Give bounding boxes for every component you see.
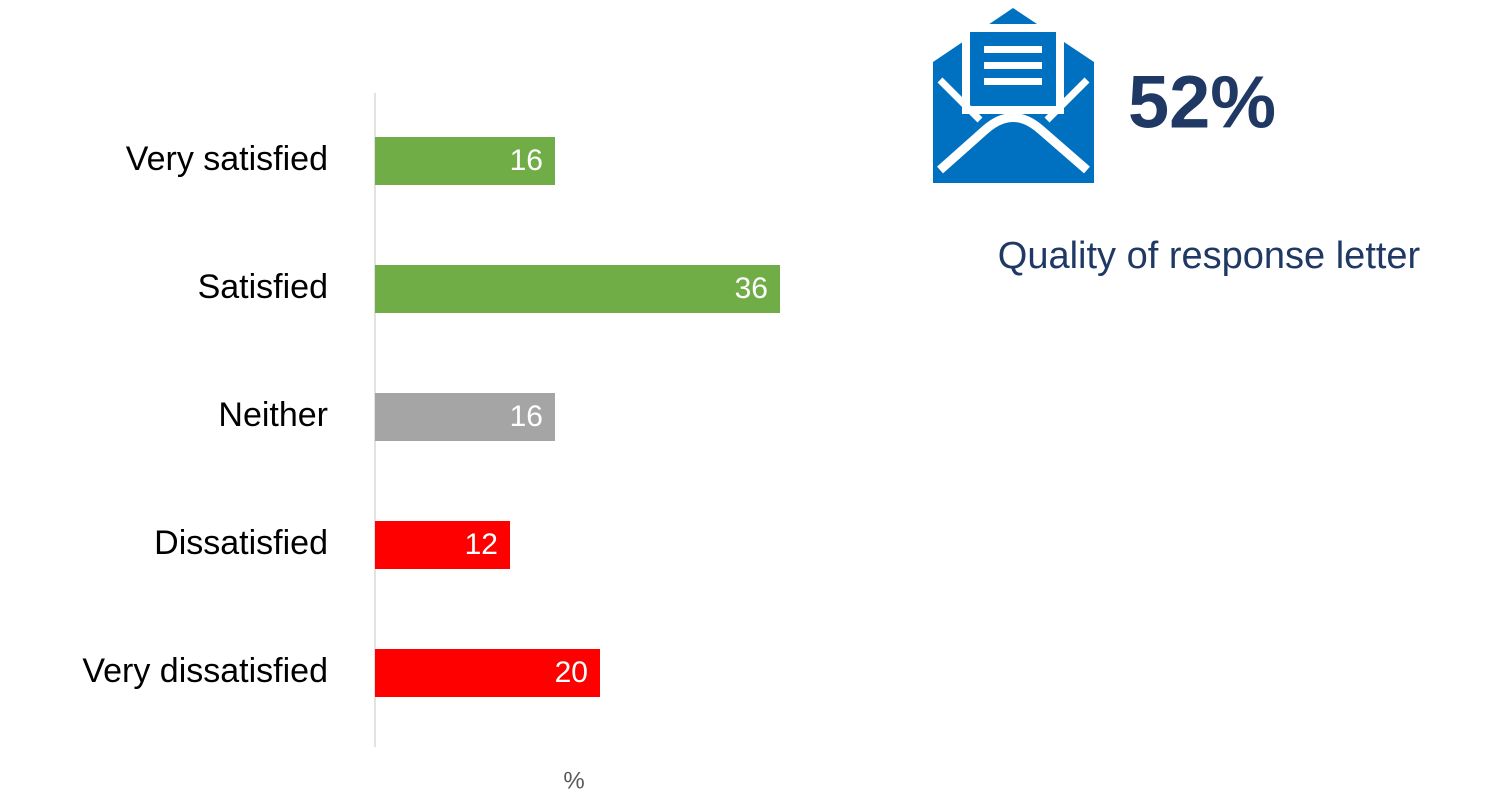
category-label: Satisfied xyxy=(198,268,328,306)
bar xyxy=(375,137,555,185)
bar xyxy=(375,521,510,569)
value-label: 12 xyxy=(465,528,498,561)
bar xyxy=(375,393,555,441)
value-label: 16 xyxy=(510,400,543,433)
category-label: Very dissatisfied xyxy=(82,652,328,690)
category-label: Dissatisfied xyxy=(154,524,328,562)
bar xyxy=(375,649,600,697)
value-label: 16 xyxy=(510,144,543,177)
kpi-caption: Quality of response letter xyxy=(998,235,1421,277)
category-label: Very satisfied xyxy=(126,140,328,178)
x-axis-label: % xyxy=(563,767,584,793)
kpi-value: 52% xyxy=(1128,61,1276,144)
category-label: Neither xyxy=(218,396,328,434)
bar xyxy=(375,265,780,313)
envelope-icon xyxy=(933,8,1094,183)
value-label: 36 xyxy=(735,272,768,305)
value-label: 20 xyxy=(555,656,588,689)
